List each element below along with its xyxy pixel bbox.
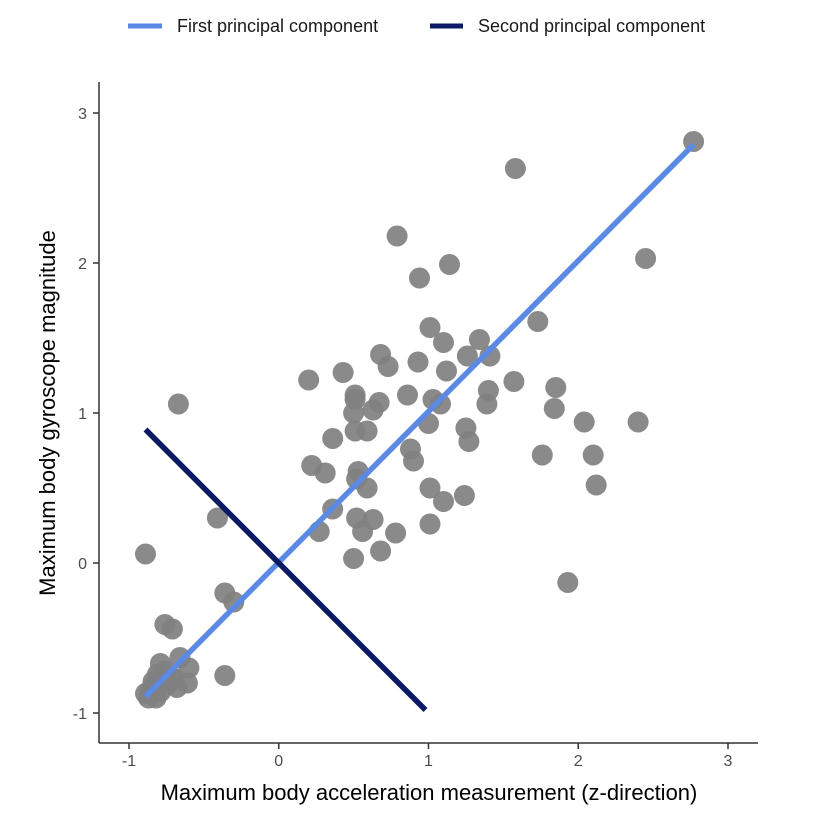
y-tick-label: -1: [73, 706, 87, 723]
data-point: [504, 158, 526, 179]
data-point: [407, 351, 429, 373]
data-point: [352, 521, 374, 542]
data-point: [573, 411, 595, 433]
data-point: [386, 225, 408, 247]
data-point: [343, 548, 365, 569]
data-point: [419, 317, 441, 338]
data-point: [223, 591, 245, 613]
data-point: [433, 332, 454, 353]
data-point: [419, 477, 441, 499]
data-point: [436, 360, 457, 382]
data-point: [439, 254, 460, 275]
data-point: [135, 543, 156, 565]
data-points: [135, 131, 705, 709]
data-point: [409, 267, 430, 289]
data-point: [356, 477, 378, 499]
data-point: [545, 377, 567, 398]
data-point: [298, 369, 320, 391]
data-point: [368, 392, 390, 413]
data-point: [627, 411, 649, 433]
data-point: [453, 485, 475, 506]
data-point: [531, 444, 553, 466]
legend: First principal component Second princip…: [128, 16, 705, 36]
data-point: [468, 329, 490, 350]
data-point: [377, 356, 399, 377]
data-point: [322, 428, 344, 449]
data-point: [397, 384, 418, 406]
data-point: [479, 345, 501, 367]
data-point: [370, 540, 392, 562]
x-tick-label: 2: [574, 753, 583, 770]
data-point: [582, 444, 604, 466]
y-axis-title: Maximum body gyroscope magnitude: [35, 230, 60, 596]
data-point: [458, 431, 480, 452]
data-point: [214, 665, 236, 686]
data-point: [476, 393, 498, 415]
data-point: [332, 362, 354, 383]
data-point: [385, 522, 407, 544]
data-point: [403, 450, 424, 472]
x-tick-label: 1: [424, 753, 433, 770]
data-point: [167, 393, 189, 415]
data-point: [557, 572, 579, 593]
data-point: [543, 398, 565, 419]
data-point: [503, 371, 525, 392]
y-tick-label: 2: [78, 256, 87, 273]
legend-label-second-pc: Second principal component: [478, 16, 705, 36]
y-tick-label: 3: [78, 106, 87, 123]
data-point: [343, 402, 365, 424]
data-point: [161, 618, 183, 640]
data-point: [206, 507, 228, 529]
data-point: [433, 491, 454, 512]
x-axis-title: Maximum body acceleration measurement (z…: [161, 780, 698, 805]
data-point: [456, 345, 478, 367]
data-point: [585, 474, 607, 496]
x-tick-label: -1: [122, 753, 136, 770]
data-point: [430, 393, 451, 415]
first-principal-component-line: [143, 142, 696, 699]
x-tick-label: 0: [274, 753, 283, 770]
y-tick-label: 0: [78, 556, 87, 573]
data-point: [314, 462, 336, 484]
legend-label-first-pc: First principal component: [177, 16, 378, 36]
ticks: -1 0 1 2 3 -1 0 1 2 3: [73, 106, 733, 770]
data-point: [527, 311, 549, 332]
x-tick-label: 3: [724, 753, 733, 770]
data-point: [356, 420, 378, 442]
data-point: [635, 248, 657, 269]
data-point: [419, 513, 441, 535]
principal-component-lines: [143, 142, 696, 712]
second-principal-component-line: [143, 427, 428, 712]
y-tick-label: 1: [78, 406, 87, 423]
